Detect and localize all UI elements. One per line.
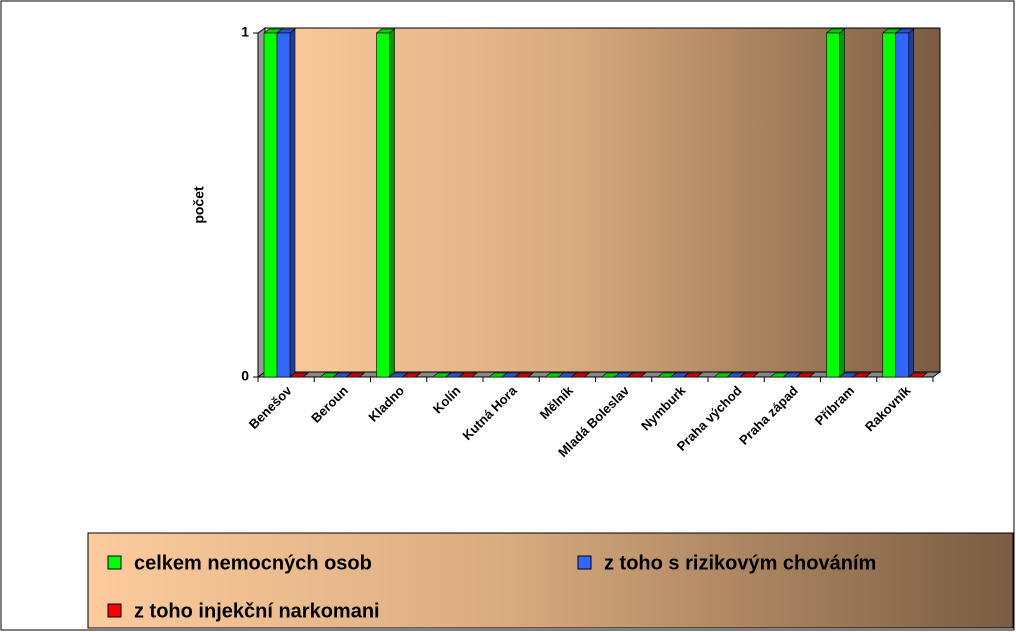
bar-top [401,372,422,378]
bar-front [376,32,390,378]
bar-top [851,372,872,378]
bar-front [882,32,897,378]
legend-label: z toho s rizikovým chováním [604,552,876,574]
bar-front [263,32,278,378]
bar [457,372,478,378]
bar [739,372,759,378]
bar [289,372,309,378]
bar-top [682,372,703,378]
bar [894,28,915,378]
bar-top [739,372,759,378]
bar-side [908,28,915,378]
bar [570,372,591,378]
bar [401,372,422,378]
bar-top [514,372,534,378]
legend-swatch [107,555,122,570]
y-tick-label: 0 [241,368,249,384]
bar [626,372,647,378]
bar-side [389,28,395,378]
bar-top [289,372,309,378]
bar [514,372,534,378]
bar [276,28,296,378]
bar-top [457,372,478,378]
bar [375,28,396,378]
y-tick-label: 1 [241,24,249,40]
bar-front [826,32,840,378]
legend [87,532,1014,629]
bar [795,372,816,378]
legend-swatch [107,603,122,618]
bar-top [626,372,647,378]
bar-side [289,28,296,378]
bar-front [276,32,291,378]
bar [825,28,846,378]
bar-top [907,372,928,378]
legend-swatch [577,555,592,570]
legend-label: z toho injekční narkomani [134,600,380,622]
bar [907,372,928,378]
legend-label: celkem nemocných osob [134,552,372,574]
bar-top [570,372,591,378]
bar-top [345,372,366,378]
bar [682,372,703,378]
bar-top [795,372,816,378]
bar [345,372,366,378]
y-axis-label: počet [191,186,207,224]
bar-side [839,28,845,378]
bar-front [895,32,910,378]
bar [851,372,872,378]
